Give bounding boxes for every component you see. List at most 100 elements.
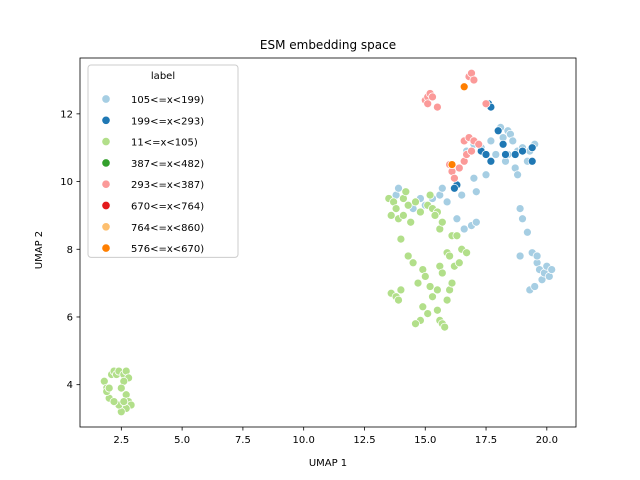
chart-title: ESM embedding space	[260, 38, 396, 52]
data-point	[518, 146, 527, 156]
legend: label 105<=x<199) 199<=x<293) 11<=x<105) 387…	[87, 64, 239, 258]
data-point	[396, 234, 406, 244]
data-point	[433, 285, 442, 295]
y-tick-label: 12	[60, 109, 73, 120]
data-point	[481, 150, 491, 159]
data-point	[459, 224, 469, 234]
data-point	[486, 136, 496, 146]
data-point	[406, 217, 416, 227]
data-point	[462, 248, 471, 258]
legend-label: 764<=x<860)	[131, 223, 204, 234]
data-point	[518, 214, 527, 224]
data-point	[420, 272, 430, 281]
data-point	[433, 102, 442, 112]
data-point	[437, 183, 447, 193]
x-tick-label: 10.0	[293, 435, 315, 446]
x-axis-title: UMAP 1	[309, 458, 347, 469]
data-point	[425, 190, 435, 200]
data-point	[394, 295, 403, 305]
data-point	[428, 92, 437, 102]
y-tick-label: 6	[67, 312, 73, 323]
data-point	[396, 285, 406, 295]
legend-item: 11<=x<105)	[101, 137, 198, 149]
data-point	[510, 150, 520, 159]
y-axis-title: UMAP 2	[34, 231, 45, 269]
x-tick-label: 2.5	[113, 435, 129, 446]
axes: 2.5 5.0 7.5 10.0 12.5 15.0 17.5 20.0 4 6 8 10 12	[60, 57, 577, 446]
legend-marker	[101, 115, 111, 125]
data-point	[399, 211, 408, 220]
data-point	[454, 163, 464, 173]
y-tick-label: 4	[67, 380, 73, 391]
data-point	[469, 75, 479, 85]
x-tick-label: 15.0	[414, 435, 436, 446]
series-2	[99, 187, 471, 417]
data-point	[527, 156, 537, 166]
legend-marker	[101, 137, 111, 147]
legend-box	[87, 64, 239, 258]
data-point	[447, 160, 457, 169]
legend-label: 387<=x<482)	[131, 159, 204, 170]
data-point	[408, 258, 418, 268]
data-point	[413, 278, 423, 288]
legend-marker	[101, 243, 111, 253]
data-point	[527, 143, 537, 153]
legend-item: 764<=x<860)	[101, 222, 204, 234]
data-point	[442, 295, 452, 305]
data-point	[437, 268, 447, 278]
data-point	[418, 302, 428, 312]
legend-item: 199<=x<293)	[101, 115, 204, 127]
data-point	[403, 251, 413, 261]
data-point	[411, 319, 420, 329]
legend-label: 576<=x<670)	[131, 244, 204, 255]
legend-marker	[101, 222, 111, 232]
legend-item: 293<=x<387)	[101, 179, 204, 191]
data-point	[532, 251, 542, 261]
data-point	[403, 200, 413, 210]
data-point	[481, 99, 491, 109]
data-point	[425, 282, 435, 291]
data-point	[386, 211, 396, 220]
data-point	[428, 292, 437, 302]
data-point	[513, 170, 522, 180]
x-tick-label: 12.5	[353, 435, 375, 446]
data-point	[416, 207, 425, 217]
data-point	[430, 211, 440, 220]
data-point	[530, 282, 540, 291]
plot-frame	[79, 57, 577, 428]
data-point	[445, 251, 454, 261]
data-points	[99, 68, 557, 417]
data-point	[411, 197, 420, 207]
series-4	[420, 68, 491, 183]
data-point	[486, 156, 496, 166]
legend-marker	[101, 179, 111, 189]
data-point	[440, 322, 450, 332]
data-point	[515, 204, 525, 213]
legend-item: 576<=x<670)	[101, 243, 204, 255]
x-tick-label: 5.0	[174, 435, 190, 446]
series-7	[447, 82, 469, 169]
x-tick-label: 7.5	[235, 435, 251, 446]
legend-item: 670<=x<764)	[101, 200, 204, 213]
data-point	[119, 397, 129, 406]
data-point	[423, 309, 433, 318]
data-point	[457, 190, 467, 200]
data-point	[481, 170, 491, 180]
data-point	[493, 126, 503, 136]
data-point	[474, 139, 484, 149]
data-point	[454, 258, 464, 268]
legend-item: 105<=x<199)	[101, 94, 204, 106]
x-tick-label: 20.0	[536, 435, 558, 446]
y-tick-label: 8	[67, 245, 73, 256]
legend-label: 105<=x<199)	[131, 95, 204, 106]
legend-marker	[101, 200, 111, 211]
legend-marker	[101, 94, 111, 104]
data-point	[523, 227, 532, 237]
legend-label: 670<=x<764)	[131, 202, 204, 213]
data-point	[423, 99, 433, 109]
data-point	[450, 183, 459, 193]
data-point	[498, 139, 508, 149]
legend-marker	[101, 158, 111, 168]
